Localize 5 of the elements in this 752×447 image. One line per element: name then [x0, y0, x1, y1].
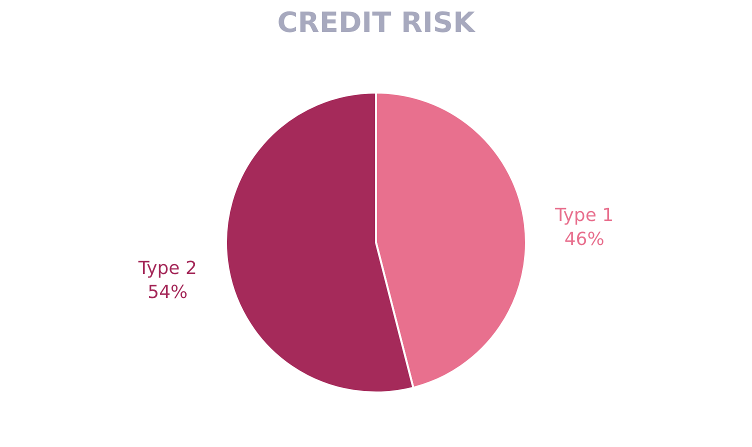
data-label: 46% — [564, 229, 604, 250]
data-label: 54% — [148, 282, 188, 303]
slice-label: Type 1 — [554, 205, 614, 226]
slice-label: Type 2 — [137, 258, 197, 279]
chart-title: CREDIT RISK — [277, 6, 476, 39]
